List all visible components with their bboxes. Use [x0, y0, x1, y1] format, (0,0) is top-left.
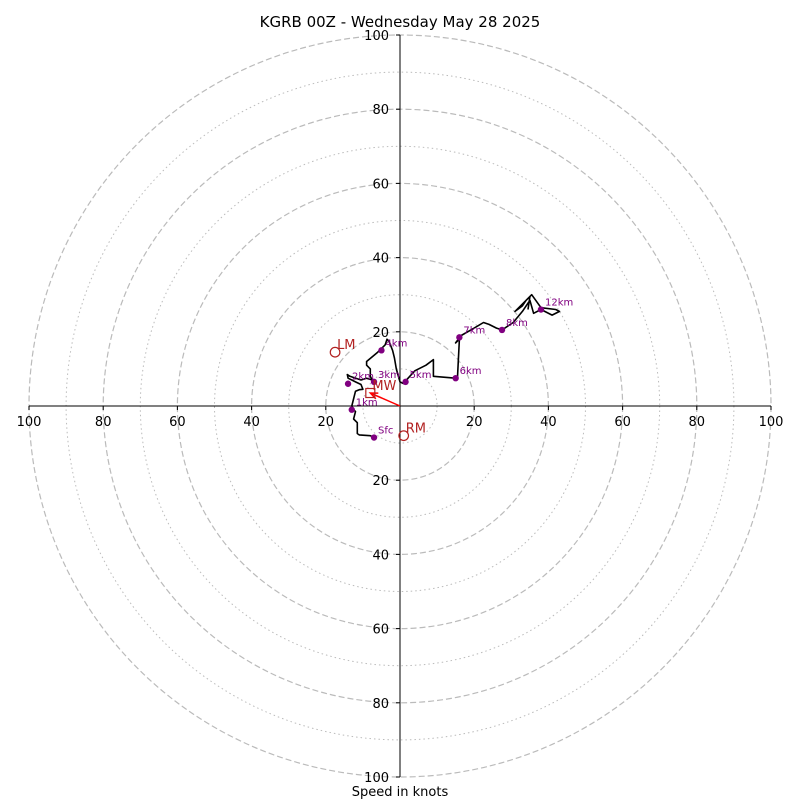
vector-arrowhead — [368, 392, 379, 400]
x-tick-label: 80 — [95, 415, 112, 430]
chart-title: KGRB 00Z - Wednesday May 28 2025 — [260, 13, 541, 31]
height-marker-12km — [537, 306, 545, 313]
height-marker-label: 12km — [545, 298, 573, 309]
x-axis-label: Speed in knots — [352, 785, 449, 800]
y-tick-label: 20 — [372, 326, 389, 341]
x-tick-label: 20 — [318, 415, 335, 430]
storm-marker-label: MW — [372, 379, 396, 394]
height-marker-label: 5km — [410, 370, 432, 381]
height-marker-3km — [370, 378, 378, 386]
y-tick-label: 60 — [372, 623, 389, 638]
height-marker-label: 3km — [378, 370, 400, 381]
height-marker-label: 4km — [385, 338, 407, 349]
y-tick-label: 80 — [372, 697, 389, 712]
height-marker-label: 2km — [352, 372, 374, 383]
storm-marker-rm — [398, 430, 410, 442]
height-marker-label: Sfc — [378, 426, 393, 437]
height-marker-6km — [452, 374, 459, 382]
height-marker-2km — [344, 380, 352, 387]
x-tick-label: 40 — [540, 415, 557, 430]
height-marker-5km — [402, 378, 409, 386]
storm-marker-mw — [365, 387, 376, 399]
y-tick-label: 80 — [372, 103, 389, 118]
storm-marker-lm — [329, 346, 341, 358]
x-tick-label: 40 — [243, 415, 260, 430]
height-marker-label: 1km — [356, 398, 378, 409]
x-tick-label: 100 — [759, 415, 784, 430]
tick-labels: 100 80 60 40 20 20 40 60 80 100 100 80 60 40 20 20 40 60 8… — [17, 29, 784, 786]
height-marker-1km — [348, 406, 355, 413]
storm-motion-markers: LM MW RM — [329, 338, 426, 442]
height-marker-7km — [456, 334, 463, 341]
height-marker-label: 8km — [506, 318, 528, 329]
height-marker-8km — [498, 326, 506, 334]
hodograph-trace — [346, 293, 561, 439]
x-tick-label: 60 — [614, 415, 631, 430]
x-tick-label: 20 — [466, 415, 483, 430]
y-tick-label: 100 — [364, 771, 389, 786]
y-tick-label: 40 — [372, 252, 389, 267]
trace-line — [346, 293, 561, 439]
y-tick-label: 20 — [372, 474, 389, 489]
x-tick-label: 60 — [169, 415, 186, 430]
x-tick-label: 100 — [17, 415, 42, 430]
storm-marker-label: LM — [337, 338, 355, 353]
y-tick-label: 40 — [372, 548, 389, 563]
x-tick-label: 80 — [689, 415, 706, 430]
height-marker-label: 7km — [463, 325, 485, 336]
height-marker-4km — [378, 347, 385, 354]
height-marker-sfc — [370, 434, 378, 441]
y-tick-label: 100 — [364, 29, 389, 44]
y-tick-label: 60 — [372, 177, 389, 192]
height-marker-label: 6km — [460, 366, 482, 377]
storm-marker-label: RM — [406, 422, 426, 437]
height-markers: Sfc 1km 2km 3km 4km 5km 6km 7km 8km 12km — [344, 298, 573, 441]
